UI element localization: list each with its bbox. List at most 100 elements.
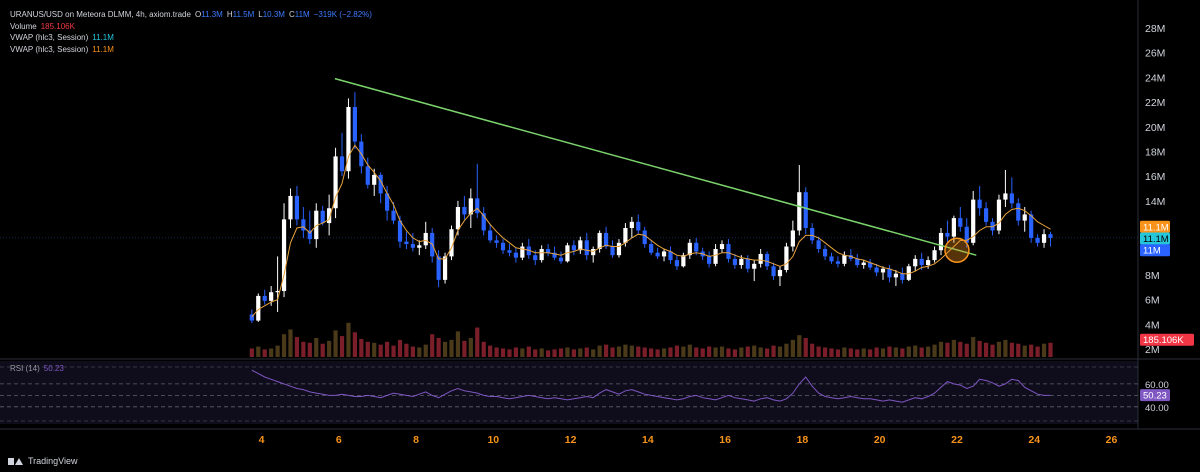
- candle-body: [874, 267, 879, 273]
- rsi-label: RSI (14): [10, 364, 40, 373]
- candle-body: [262, 295, 267, 301]
- volume-bar: [578, 348, 583, 357]
- candle-body: [732, 258, 737, 266]
- volume-bar: [1003, 339, 1008, 357]
- time-tick-label: 10: [487, 434, 499, 446]
- volume-bar: [365, 341, 370, 357]
- volume-bar: [597, 345, 602, 357]
- volume-bar: [945, 342, 950, 357]
- volume-bar: [971, 337, 976, 357]
- footer[interactable]: TradingView: [8, 456, 78, 466]
- price-label-text: 185.106K: [1143, 335, 1184, 346]
- candle-body: [275, 290, 280, 293]
- volume-bar: [1048, 342, 1053, 357]
- volume-bar: [661, 348, 667, 357]
- vwap2-row[interactable]: VWAP (hlc3, Session) 11.1M: [10, 44, 372, 56]
- candle-body: [539, 248, 544, 261]
- candle-body: [932, 250, 937, 261]
- candle-body: [945, 232, 950, 237]
- price-label-text: 11.1M: [1143, 222, 1169, 233]
- price-label-box: [1140, 244, 1170, 257]
- candle-body: [983, 208, 989, 222]
- candle-body: [372, 174, 377, 185]
- candle-body: [442, 256, 448, 280]
- trend-line: [334, 77, 977, 256]
- candle-body: [352, 107, 357, 142]
- candle-body: [861, 262, 866, 266]
- volume-bar: [713, 347, 718, 357]
- volume-bar: [938, 341, 944, 357]
- volume-bar: [539, 348, 544, 357]
- brand-name: TradingView: [28, 456, 78, 466]
- candle-body: [391, 210, 396, 221]
- price-tick-label: 16M: [1145, 171, 1165, 183]
- candle-body: [327, 208, 332, 224]
- candle-body: [745, 258, 750, 269]
- volume-bar: [288, 329, 293, 357]
- candle-body: [1048, 234, 1053, 238]
- volume-bar: [700, 348, 705, 357]
- rsi-tick-label: 40.00: [1145, 403, 1169, 414]
- candle-body: [256, 295, 261, 321]
- candle-body: [797, 192, 802, 231]
- volume-bar: [732, 349, 737, 357]
- candle-body: [1035, 237, 1040, 243]
- volume-bar: [352, 332, 357, 357]
- price-tick-label: 4M: [1145, 319, 1160, 331]
- candle-body: [571, 245, 576, 251]
- volume-bar: [816, 346, 821, 357]
- candle-body: [777, 269, 783, 277]
- volume-bar: [346, 322, 351, 357]
- price-label-box: [1140, 220, 1170, 233]
- volume-bar: [752, 345, 757, 357]
- volume-bar: [990, 344, 995, 357]
- candle-body: [668, 251, 673, 261]
- candle-body: [636, 221, 641, 231]
- high-label: H: [226, 10, 233, 19]
- volume-bar: [861, 348, 866, 357]
- volume-bar: [983, 342, 989, 357]
- candle-body: [281, 219, 287, 291]
- volume-bar: [932, 344, 937, 357]
- candle-body: [880, 268, 886, 273]
- candle-body: [384, 193, 390, 211]
- candle-body: [597, 232, 602, 249]
- candle-body: [1016, 203, 1021, 221]
- candle-body: [462, 207, 467, 215]
- candle-body: [339, 156, 345, 172]
- candle-body: [990, 221, 995, 231]
- volume-bar: [384, 341, 390, 357]
- volume-bar: [301, 341, 306, 357]
- rsi-legend[interactable]: RSI (14) 50.23: [10, 364, 64, 373]
- candle-body: [803, 192, 808, 229]
- volume-row[interactable]: Volume 185.106K: [10, 21, 372, 33]
- volume-bar: [327, 340, 332, 357]
- candle-body: [661, 251, 667, 257]
- price-tick-label: 26M: [1145, 48, 1165, 60]
- candle-body: [1022, 214, 1027, 221]
- vwap1-row[interactable]: VWAP (hlc3, Session) 11.1M: [10, 32, 372, 44]
- candle-body: [301, 219, 306, 231]
- candle-body: [926, 260, 931, 266]
- volume-bar: [603, 344, 609, 357]
- volume-bar: [430, 334, 435, 357]
- candle-body: [346, 107, 351, 172]
- volume-bar: [629, 345, 634, 357]
- volume-label: Volume: [10, 21, 37, 31]
- volume-bar: [926, 346, 931, 357]
- symbol-title[interactable]: URANUS/USD on Meteora DLMM, 4h, axiom.tr…: [10, 10, 191, 19]
- candle-body: [591, 248, 596, 256]
- volume-bar: [771, 345, 776, 357]
- candle-body: [558, 257, 564, 262]
- volume-bar: [423, 344, 428, 357]
- symbol-row: URANUS/USD on Meteora DLMM, 4h, axiom.tr…: [10, 9, 372, 21]
- candle-body: [1003, 193, 1008, 200]
- volume-bar: [449, 339, 454, 357]
- candle-body: [913, 258, 918, 267]
- candle-body: [526, 246, 531, 256]
- candle-body: [410, 244, 415, 248]
- volume-bar: [1016, 343, 1021, 357]
- candle-body: [1009, 193, 1014, 204]
- volume-bar: [455, 331, 461, 357]
